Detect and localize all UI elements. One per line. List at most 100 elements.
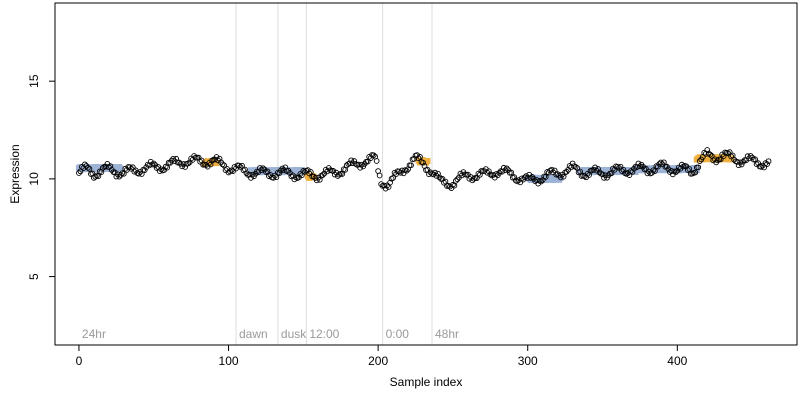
plot-frame <box>54 2 798 346</box>
data-point <box>665 166 672 173</box>
region-labels: 24hr dawn dusk 12:00 0:00 48hr <box>82 327 459 341</box>
data-point <box>696 158 703 164</box>
data-point <box>348 157 355 164</box>
data-point <box>503 165 510 172</box>
data-point <box>453 177 459 184</box>
y-axis-label: Expression <box>8 144 22 203</box>
data-point <box>704 147 711 153</box>
data-point <box>403 167 410 174</box>
data-point <box>219 161 226 168</box>
data-point <box>451 182 458 189</box>
data-point <box>514 178 521 185</box>
data-point <box>149 161 156 168</box>
data-point <box>319 172 326 178</box>
data-point <box>557 174 564 181</box>
data-point <box>652 168 658 174</box>
data-point <box>150 160 157 167</box>
data-point <box>611 166 618 173</box>
data-point <box>634 164 640 170</box>
x-tick-label: 200 <box>368 354 388 368</box>
data-point <box>484 169 491 176</box>
data-point <box>596 169 603 176</box>
data-point <box>435 170 441 177</box>
highlight-mark <box>117 165 124 172</box>
data-point <box>279 165 286 172</box>
data-point <box>100 165 106 171</box>
data-point <box>370 152 377 159</box>
data-point <box>306 170 313 177</box>
data-point <box>521 174 528 181</box>
data-point <box>107 163 114 170</box>
data-point <box>382 185 389 192</box>
data-point <box>182 164 188 170</box>
region-label: 12:00 <box>309 327 339 341</box>
data-point <box>758 164 764 170</box>
data-point <box>260 165 266 172</box>
data-points <box>76 147 772 192</box>
data-point <box>527 175 534 181</box>
region-label: dusk <box>281 327 307 341</box>
data-point <box>539 177 546 183</box>
data-point <box>672 169 679 175</box>
data-point <box>243 170 250 177</box>
data-point <box>740 158 746 165</box>
data-point <box>330 168 337 174</box>
data-point <box>477 171 483 178</box>
data-point <box>249 171 256 178</box>
y-tick-label: 10 <box>27 172 41 186</box>
data-point <box>85 164 91 171</box>
region-label: dawn <box>239 327 268 341</box>
data-point <box>216 155 223 162</box>
data-point <box>518 175 525 182</box>
region-label: 24hr <box>82 327 106 341</box>
data-point <box>629 169 636 175</box>
data-point <box>692 169 699 176</box>
x-axis-label: Sample index <box>390 375 463 389</box>
data-point <box>747 153 754 159</box>
data-point <box>720 153 727 159</box>
data-point <box>616 165 622 171</box>
data-point <box>248 175 254 181</box>
data-point <box>213 154 220 160</box>
data-point <box>584 170 591 177</box>
data-point <box>508 169 515 176</box>
data-point <box>614 163 621 170</box>
data-point <box>538 178 545 185</box>
data-point <box>147 158 154 165</box>
data-point <box>738 161 745 168</box>
data-point <box>135 170 142 177</box>
highlight-mark <box>310 173 317 180</box>
data-point <box>351 158 358 164</box>
data-point <box>635 160 642 167</box>
data-point <box>76 170 82 176</box>
data-point <box>432 169 438 176</box>
data-point <box>357 164 364 171</box>
data-point <box>755 160 761 167</box>
x-tick-label: 300 <box>518 354 538 368</box>
data-point <box>86 165 93 172</box>
x-tick-label: 400 <box>667 354 687 368</box>
data-point <box>141 167 148 173</box>
highlight-mark <box>424 157 431 164</box>
data-point <box>146 162 153 169</box>
region-label: 48hr <box>435 327 459 341</box>
data-point <box>569 160 576 167</box>
data-point <box>658 159 664 166</box>
highlight-mark <box>300 168 307 175</box>
data-point <box>707 151 714 158</box>
data-point <box>637 163 643 170</box>
data-point <box>384 182 390 189</box>
data-point <box>475 170 482 177</box>
data-point <box>126 164 133 170</box>
region-label: 0:00 <box>386 327 410 341</box>
data-point <box>120 170 127 177</box>
data-point <box>764 161 770 167</box>
data-point <box>158 166 165 173</box>
data-point <box>493 171 500 177</box>
data-point <box>441 179 447 186</box>
data-point <box>511 174 518 180</box>
data-point <box>164 164 171 171</box>
highlight-mark <box>557 175 564 182</box>
data-point <box>346 160 353 167</box>
